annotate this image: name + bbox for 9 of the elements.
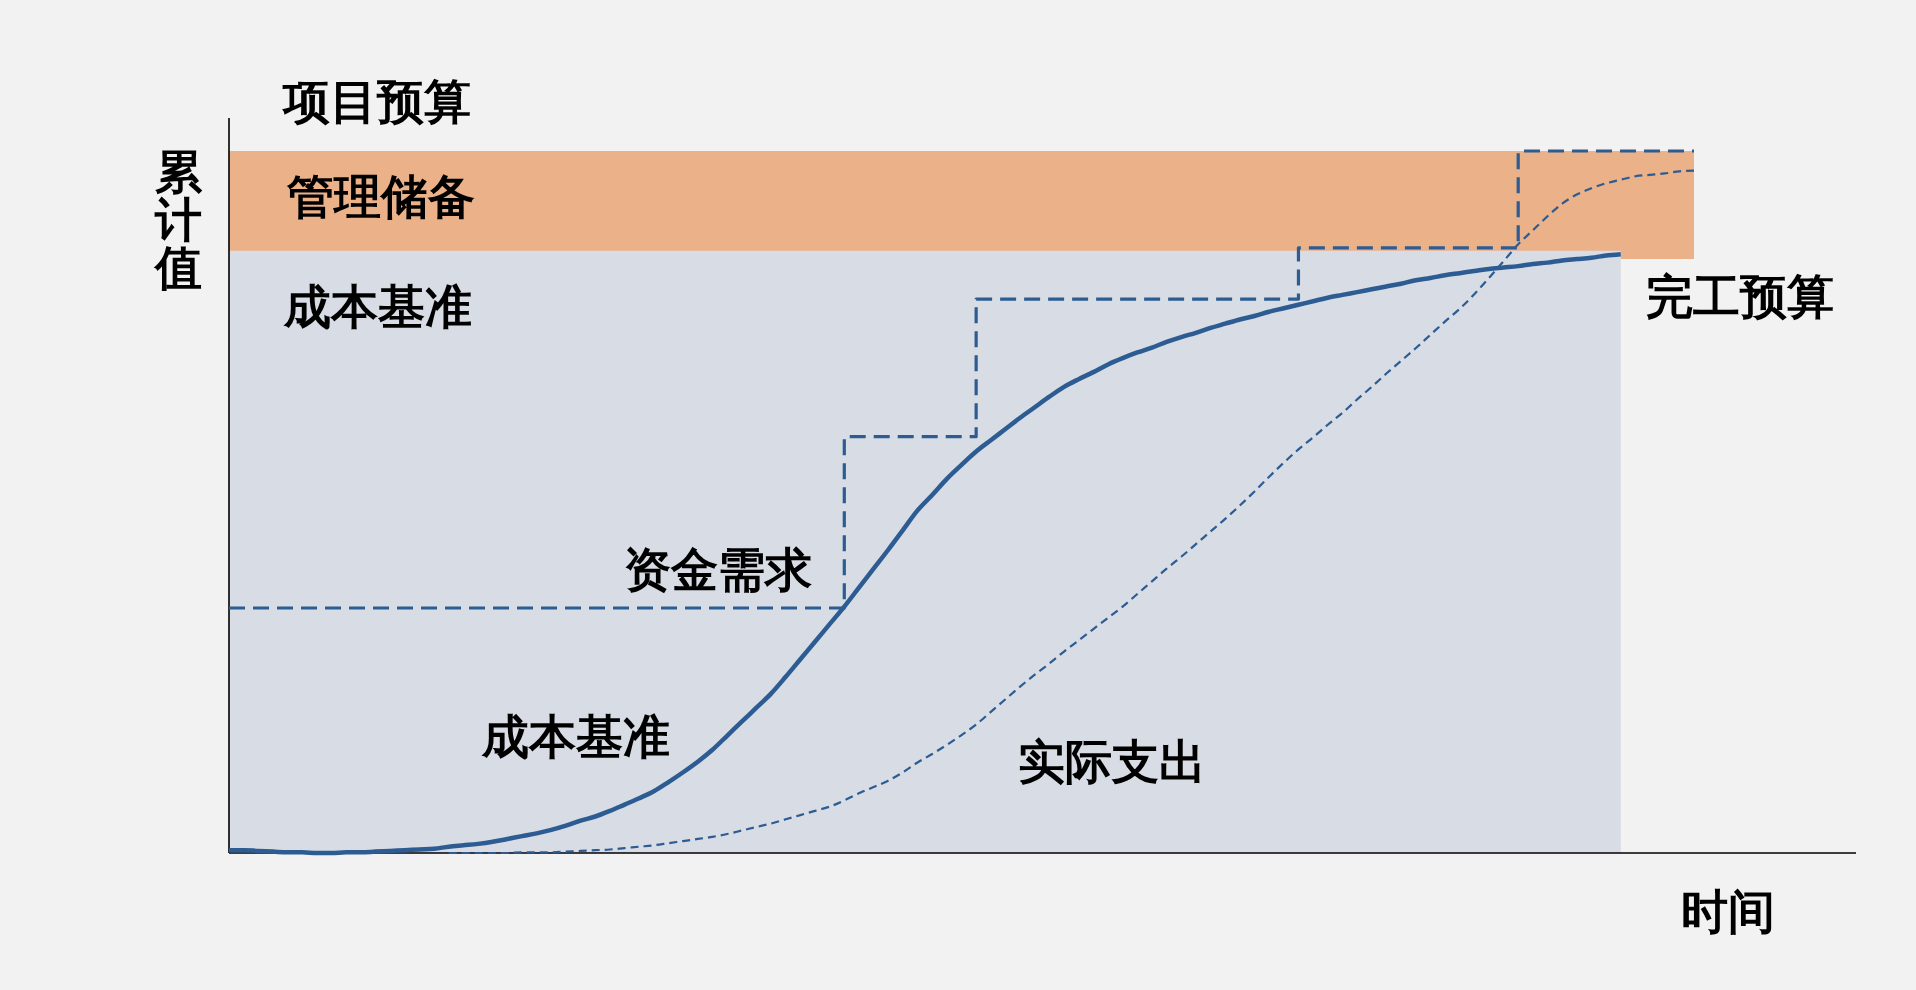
- x-axis-title: 时间: [1681, 884, 1775, 939]
- series-label: 实际支出: [1018, 733, 1207, 789]
- y-axis-title: 累计值: [152, 144, 203, 295]
- band-label: 管理储备: [286, 169, 475, 225]
- series-label: 成本基准: [480, 708, 670, 764]
- series-label: 资金需求: [623, 542, 812, 597]
- annotation: 项目预算: [282, 74, 471, 129]
- series-label: 成本基准: [283, 278, 472, 334]
- annotation: 完工预算: [1646, 269, 1834, 324]
